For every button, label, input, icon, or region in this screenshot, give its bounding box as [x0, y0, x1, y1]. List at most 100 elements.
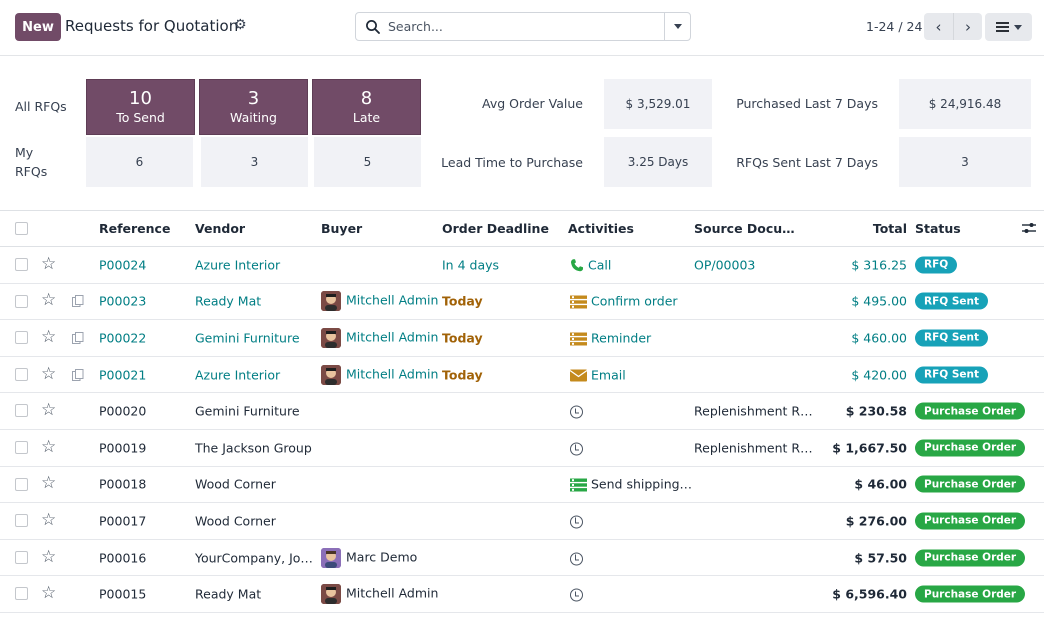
clock-icon[interactable]	[570, 515, 583, 529]
buyer-cell[interactable]: Mitchell Admin	[321, 327, 438, 348]
activity-cell[interactable]: Reminder	[570, 330, 651, 346]
avg-order-value-label: Avg Order Value	[482, 96, 583, 111]
row-checkbox[interactable]	[15, 294, 28, 308]
reference-cell[interactable]: P00023	[99, 293, 147, 309]
my-late-value[interactable]: 5	[314, 137, 421, 187]
column-order-deadline[interactable]: Order Deadline	[442, 221, 549, 236]
reference-cell[interactable]: P00018	[99, 476, 147, 492]
pager-value[interactable]: 1-24 / 24	[866, 19, 923, 34]
row-checkbox[interactable]	[15, 587, 28, 601]
search-input[interactable]	[386, 13, 662, 40]
pager-previous-button[interactable]: ‹	[924, 13, 953, 40]
star-icon[interactable]: ☆	[41, 400, 57, 421]
copy-icon[interactable]	[72, 331, 84, 344]
tile-late[interactable]: 8 Late	[312, 79, 421, 135]
column-total[interactable]: Total	[872, 221, 907, 236]
activity-cell[interactable]	[570, 587, 587, 602]
star-icon[interactable]: ☆	[41, 546, 57, 567]
tile-to-send[interactable]: 10 To Send	[86, 79, 195, 135]
clock-icon[interactable]	[570, 588, 583, 602]
row-checkbox[interactable]	[15, 477, 28, 491]
column-reference[interactable]: Reference	[99, 221, 171, 236]
column-source-document[interactable]: Source Docu…	[694, 221, 795, 236]
star-icon[interactable]: ☆	[41, 473, 57, 494]
column-status[interactable]: Status	[915, 221, 961, 236]
activity-cell[interactable]	[570, 513, 587, 529]
activity-cell[interactable]	[570, 550, 587, 566]
column-activities[interactable]: Activities	[568, 221, 634, 236]
tile-label: To Send	[116, 110, 165, 125]
table-row[interactable]: ☆ P00017 Wood Corner $ 276.00 Purchase Order	[0, 503, 1044, 540]
vendor-cell: Azure Interior	[195, 367, 281, 383]
pager-next-button[interactable]: ›	[953, 13, 982, 40]
clock-icon[interactable]	[570, 442, 583, 456]
rfqs-sent-label: RFQs Sent Last 7 Days	[736, 155, 878, 170]
reference-cell[interactable]: P00015	[99, 586, 147, 602]
row-checkbox[interactable]	[15, 441, 28, 454]
buyer-cell[interactable]: Marc Demo	[321, 547, 417, 568]
column-buyer[interactable]: Buyer	[321, 221, 363, 236]
buyer-cell[interactable]: Mitchell Admin	[321, 584, 438, 605]
row-checkbox[interactable]	[15, 514, 28, 528]
table-row[interactable]: ☆ P00016 YourCompany, Jo… Marc Demo $ 57.50 P…	[0, 540, 1044, 577]
table-row[interactable]: ☆ P00024 Azure Interior In 4 days Call OP/000…	[0, 247, 1044, 284]
table-row[interactable]: ☆ P00022 Gemini Furniture Mitchell Admin Tod…	[0, 320, 1044, 357]
star-icon[interactable]: ☆	[41, 363, 57, 384]
star-icon[interactable]: ☆	[41, 436, 57, 457]
row-checkbox[interactable]	[15, 550, 28, 564]
vendor-cell: The Jackson Group	[195, 440, 312, 456]
copy-icon[interactable]	[72, 368, 84, 381]
star-icon[interactable]: ☆	[41, 583, 57, 604]
table-row[interactable]: ☆ P00023 Ready Mat Mitchell Admin Today Confi…	[0, 284, 1044, 321]
search-bar[interactable]	[355, 12, 691, 41]
buyer-cell[interactable]: Mitchell Admin	[321, 291, 439, 312]
table-row[interactable]: ☆ P00018 Wood Corner Send shipping… $ 46.00 P…	[0, 467, 1044, 504]
buyer-cell[interactable]: Mitchell Admin	[321, 364, 438, 385]
activity-cell[interactable]: Send shipping…	[570, 477, 692, 492]
star-icon[interactable]: ☆	[41, 326, 57, 347]
row-checkbox[interactable]	[15, 258, 28, 271]
activity-cell[interactable]	[570, 404, 587, 419]
star-icon[interactable]: ☆	[41, 290, 57, 311]
row-checkbox[interactable]	[15, 404, 28, 418]
activity-cell[interactable]	[570, 440, 587, 456]
table-row[interactable]: ☆ P00020 Gemini Furniture Replenishment R… $…	[0, 393, 1044, 430]
reference-cell[interactable]: P00022	[99, 330, 147, 346]
total-cell: $ 230.58	[845, 403, 907, 419]
gear-icon[interactable]: ⚙	[234, 17, 247, 33]
avatar	[321, 291, 341, 312]
star-icon[interactable]: ☆	[41, 509, 57, 530]
deadline-cell: Today	[442, 367, 483, 383]
table-row[interactable]: ☆ P00019 The Jackson Group Replenishment R……	[0, 430, 1044, 467]
tile-waiting[interactable]: 3 Waiting	[199, 79, 308, 135]
clock-icon[interactable]	[570, 552, 583, 566]
reference-cell[interactable]: P00016	[99, 550, 147, 566]
status-badge: RFQ Sent	[915, 329, 989, 347]
activity-cell[interactable]: Email	[570, 367, 626, 382]
reference-cell[interactable]: P00020	[99, 403, 147, 419]
my-to-send-value[interactable]: 6	[86, 137, 193, 187]
row-checkbox[interactable]	[15, 367, 28, 381]
my-waiting-value[interactable]: 3	[201, 137, 308, 187]
deadline-cell: Today	[442, 293, 483, 309]
status-badge: Purchase Order	[915, 475, 1026, 493]
activity-cell[interactable]: Call	[570, 257, 611, 273]
reference-cell[interactable]: P00019	[99, 440, 147, 456]
table-row[interactable]: ☆ P00021 Azure Interior Mitchell Admin Today…	[0, 357, 1044, 394]
activity-cell[interactable]: Confirm order	[570, 294, 678, 309]
star-icon[interactable]: ☆	[41, 253, 57, 274]
optional-columns-icon[interactable]	[1022, 222, 1036, 234]
clock-icon[interactable]	[570, 405, 583, 419]
column-vendor[interactable]: Vendor	[195, 221, 246, 236]
buyer-name: Mitchell Admin	[346, 292, 439, 308]
new-button[interactable]: New	[15, 13, 61, 41]
row-checkbox[interactable]	[15, 331, 28, 345]
reference-cell[interactable]: P00024	[99, 257, 147, 273]
select-all-checkbox[interactable]	[15, 222, 28, 235]
reference-cell[interactable]: P00021	[99, 367, 147, 383]
view-switcher-button[interactable]	[985, 13, 1032, 41]
reference-cell[interactable]: P00017	[99, 513, 147, 529]
copy-icon[interactable]	[72, 295, 84, 308]
search-options-toggle[interactable]	[664, 13, 690, 40]
table-row[interactable]: ☆ P00015 Ready Mat Mitchell Admin $ 6,596.40…	[0, 576, 1044, 613]
